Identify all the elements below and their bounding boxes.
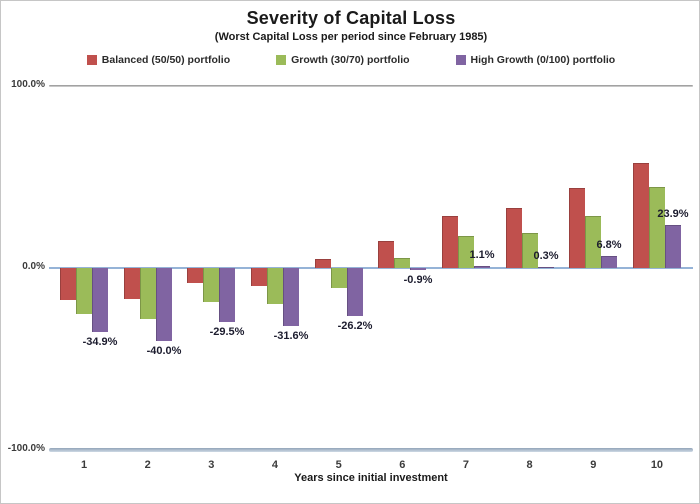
bar-series3-year9 [601, 256, 617, 268]
legend-item-1: Balanced (50/50) portfolio [86, 54, 231, 66]
x-tick-label: 1 [80, 459, 88, 471]
bar-series3-year5 [347, 268, 363, 316]
y-tick-label: 0.0% [22, 261, 45, 272]
legend-swatch-icon [86, 55, 97, 65]
legend-label: Growth (30/70) portfolio [291, 54, 410, 66]
legend-item-3: High Growth (0/100) portfolio [455, 54, 616, 66]
bar-series1-year6 [378, 241, 394, 268]
data-label-year9: 6.8% [596, 239, 622, 251]
x-tick-label: 10 [650, 459, 664, 471]
bar-series2-year4 [267, 268, 283, 304]
bar-series1-year10 [633, 163, 649, 268]
bar-series3-year8 [538, 267, 554, 268]
bar-series3-year4 [283, 268, 299, 326]
bar-series1-year3 [187, 268, 203, 283]
data-label-year2: -40.0% [146, 345, 182, 357]
bar-series1-year7 [442, 216, 458, 268]
bar-series2-year6 [394, 258, 410, 268]
x-axis-title: Years since initial investment [294, 472, 448, 484]
bar-series1-year4 [251, 268, 267, 286]
gridline-zero [49, 267, 693, 269]
x-tick-label: 3 [208, 459, 215, 471]
data-label-year4: -31.6% [273, 330, 309, 342]
bar-series2-year5 [331, 268, 347, 288]
gridline-100pct [49, 85, 693, 87]
bar-series2-year3 [203, 268, 219, 302]
bar-series3-year1 [92, 268, 108, 332]
bar-series1-year2 [124, 268, 140, 299]
data-label-year6: -0.9% [403, 274, 433, 286]
bar-series2-year8 [522, 233, 538, 268]
y-tick-label: 100.0% [11, 79, 45, 90]
legend-swatch-icon [276, 55, 287, 65]
bar-series1-year9 [569, 188, 585, 268]
bar-series3-year7 [474, 266, 490, 268]
data-label-year7: 1.1% [469, 249, 495, 261]
data-label-year10: 23.9% [657, 208, 689, 220]
data-label-year5: -26.2% [337, 320, 373, 332]
x-tick-label: 5 [335, 459, 342, 471]
data-label-year1: -34.9% [82, 336, 118, 348]
legend-swatch-icon [455, 55, 466, 65]
data-label-year8: 0.3% [533, 250, 559, 262]
bar-series3-year10 [665, 225, 681, 268]
gridline-minus-100pct [49, 448, 693, 452]
chart-title: Severity of Capital Loss [246, 8, 456, 28]
x-tick-label: 4 [271, 459, 279, 471]
bar-series1-year8 [506, 208, 522, 268]
x-tick-label: 6 [399, 459, 406, 471]
y-tick-label: -100.0% [7, 443, 45, 454]
legend-label: Balanced (50/50) portfolio [101, 54, 231, 66]
legend: Balanced (50/50) portfolio Growth (30/70)… [1, 54, 699, 66]
legend-item-2: Growth (30/70) portfolio [276, 54, 410, 66]
x-tick-label: 9 [590, 459, 597, 471]
x-tick-label: 7 [462, 459, 470, 471]
bar-series1-year5 [315, 259, 331, 268]
bar-series2-year7 [458, 236, 474, 268]
legend-label: High Growth (0/100) portfolio [470, 54, 616, 66]
bar-series3-year3 [219, 268, 235, 322]
chart-subtitle: (Worst Capital Loss per period since Feb… [214, 31, 488, 43]
x-tick-label: 8 [526, 459, 533, 471]
bar-series3-year6 [410, 268, 426, 270]
bar-series2-year9 [585, 216, 601, 268]
bar-series2-year10 [649, 187, 665, 268]
x-tick-label: 2 [144, 459, 151, 471]
data-label-year3: -29.5% [209, 326, 245, 338]
bar-series2-year2 [140, 268, 156, 319]
bar-series3-year2 [156, 268, 172, 341]
bar-series1-year1 [60, 268, 76, 300]
bar-series2-year1 [76, 268, 92, 314]
